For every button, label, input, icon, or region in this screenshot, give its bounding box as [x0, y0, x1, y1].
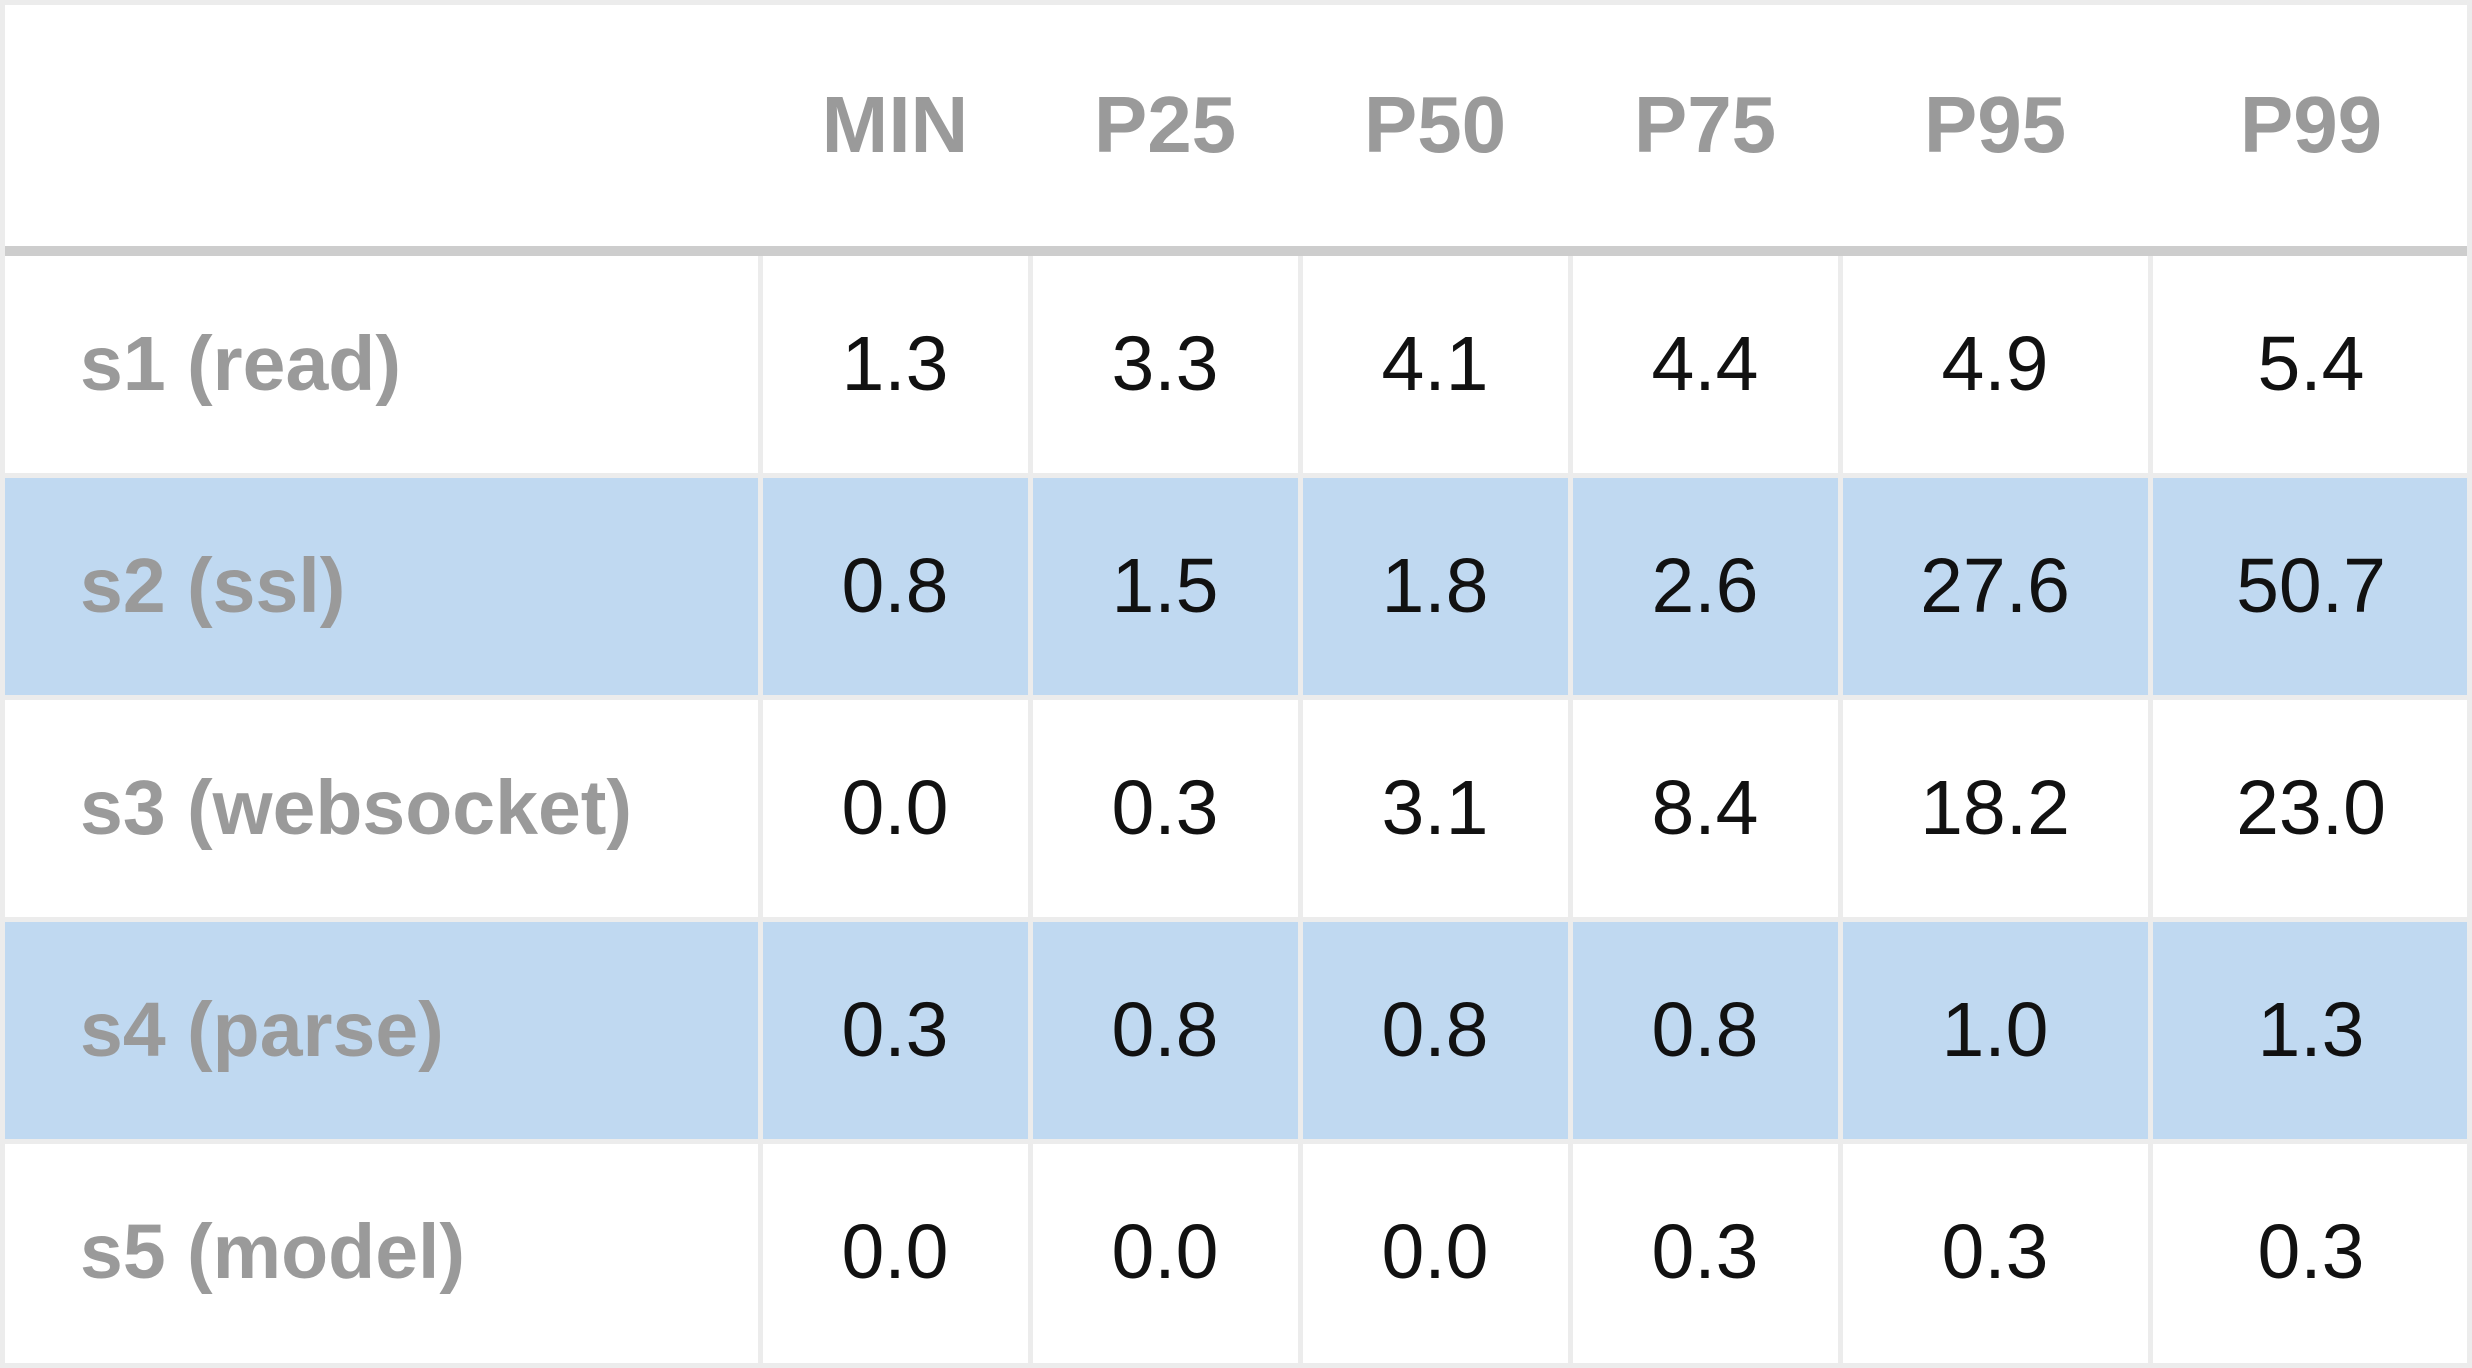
table-cell: 0.3 — [1941, 1209, 2049, 1295]
row-label: s3 (websocket) — [80, 765, 633, 851]
table-cell: 1.0 — [1941, 987, 2049, 1073]
table-cell: 0.0 — [1111, 1209, 1219, 1295]
table-cell: 1.3 — [2257, 987, 2365, 1073]
table-cell: 0.0 — [1381, 1209, 1489, 1295]
table-cell: 4.9 — [1941, 321, 2049, 407]
table-cell: 50.7 — [2236, 543, 2386, 629]
row-label: s2 (ssl) — [80, 543, 346, 629]
table-cell: 1.3 — [841, 321, 949, 407]
table-cell: 5.4 — [2257, 321, 2365, 407]
table-cell: 0.3 — [1111, 765, 1219, 851]
table-row — [5, 478, 2467, 695]
table-row — [5, 922, 2467, 1139]
row-label: s1 (read) — [80, 321, 401, 407]
table-cell: 0.8 — [841, 543, 949, 629]
column-header-p99: P99 — [2239, 80, 2383, 169]
column-header-p95: P95 — [1923, 80, 2067, 169]
table-cell: 3.3 — [1111, 321, 1219, 407]
table-cell: 1.8 — [1381, 543, 1489, 629]
table-cell: 27.6 — [1920, 543, 2070, 629]
table-cell: 0.0 — [841, 1209, 949, 1295]
table-row — [5, 256, 2467, 473]
column-divider — [1838, 256, 1843, 1366]
column-divider — [1028, 256, 1033, 1366]
table-cell: 8.4 — [1651, 765, 1759, 851]
table-cell: 2.6 — [1651, 543, 1759, 629]
row-divider — [0, 1139, 2472, 1144]
table-cell: 0.3 — [1651, 1209, 1759, 1295]
table-cell: 0.3 — [2257, 1209, 2365, 1295]
column-divider — [2148, 256, 2153, 1366]
table-cell: 23.0 — [2236, 765, 2386, 851]
table-row — [5, 700, 2467, 917]
table-cell: 18.2 — [1920, 765, 2070, 851]
table-cell: 0.8 — [1111, 987, 1219, 1073]
table-cell: 0.0 — [841, 765, 949, 851]
column-divider — [758, 256, 763, 1366]
table-cell: 0.3 — [841, 987, 949, 1073]
column-divider — [1298, 256, 1303, 1366]
column-header-min: MIN — [821, 80, 969, 169]
row-divider — [0, 917, 2472, 922]
table-cell: 4.4 — [1651, 321, 1759, 407]
table-row — [5, 1144, 2467, 1361]
table-cell: 0.8 — [1381, 987, 1489, 1073]
table-cell: 3.1 — [1381, 765, 1489, 851]
column-divider — [1568, 256, 1573, 1366]
row-divider — [0, 695, 2472, 700]
column-header-p25: P25 — [1093, 80, 1237, 169]
header-rule — [0, 246, 2472, 256]
column-header-p50: P50 — [1363, 80, 1507, 169]
row-label: s5 (model) — [80, 1209, 466, 1295]
row-divider — [0, 473, 2472, 478]
row-label: s4 (parse) — [80, 987, 444, 1073]
table-cell: 1.5 — [1111, 543, 1219, 629]
table-cell: 0.8 — [1651, 987, 1759, 1073]
table-cell: 4.1 — [1381, 321, 1489, 407]
column-header-p75: P75 — [1633, 80, 1777, 169]
